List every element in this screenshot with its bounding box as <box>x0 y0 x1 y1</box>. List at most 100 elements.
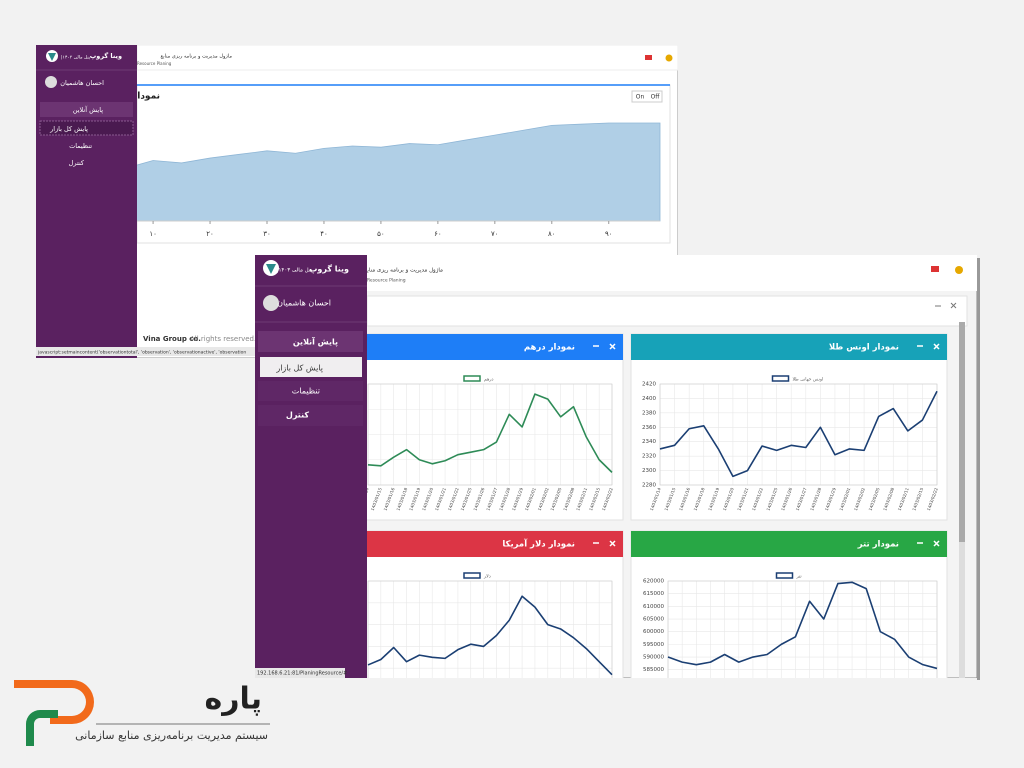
toggle-on[interactable]: On <box>636 94 645 101</box>
status-text: 192.168.6.21:81/PlaningResource/# <box>257 671 347 677</box>
bell-icon[interactable] <box>955 266 963 274</box>
y-tick-label: 615000 <box>643 591 664 597</box>
card-title: نمودار درهم <box>524 343 575 353</box>
message-icon[interactable] <box>931 266 939 272</box>
logo-tagline: سیستم مدیریت برنامه‌ریزی منابع سازمانی <box>75 729 268 742</box>
y-tick-label: 57000 <box>347 688 365 694</box>
x-tick-label: 1403/01/21 <box>434 692 447 717</box>
y-tick-label: 585000 <box>643 667 664 673</box>
header-sub: Resource Planing <box>367 278 406 284</box>
x-tick-label: ۲۰ <box>206 230 214 238</box>
x-tick-label: 1403/01/18 <box>699 692 712 717</box>
x-tick-label: 1403/02/11 <box>898 692 911 717</box>
x-tick-label: ۱۰ <box>149 230 157 238</box>
x-tick-label: 1403/01/19 <box>408 692 421 717</box>
menu-label[interactable]: کنترل <box>286 411 309 420</box>
toggle-off[interactable]: Off <box>651 94 661 101</box>
menu-item[interactable] <box>40 102 133 117</box>
scroll-thumb[interactable] <box>959 322 965 542</box>
x-tick-label: 1403/02/05 <box>550 692 563 717</box>
x-tick-label: 1403/01/29 <box>827 692 840 717</box>
card-title: نمودار <box>131 92 160 102</box>
x-tick-label: ۵۰ <box>377 230 385 238</box>
y-tick-label: 2420 <box>642 382 656 388</box>
menu-label[interactable]: پایش کل بازار <box>275 364 323 373</box>
x-tick-label: 1403/01/26 <box>473 692 486 717</box>
menu-label[interactable]: پایش کل بازار <box>49 125 88 133</box>
user-name: احسان هاشمیان <box>60 79 104 87</box>
x-tick-label: 1403/01/28 <box>813 692 826 717</box>
x-tick-label: 1403/01/25 <box>460 692 473 717</box>
card-title: نمودار اونس طلا <box>829 343 899 353</box>
top-bar <box>136 45 678 71</box>
menu-label[interactable]: پایش آنلاین <box>293 337 338 348</box>
sidebar <box>255 255 367 678</box>
y-tick-label: 610000 <box>643 604 664 610</box>
menu-label[interactable]: پایش آنلاین <box>73 105 103 114</box>
menu-label[interactable]: کنترل <box>69 159 85 167</box>
line <box>367 595 613 676</box>
sidebar <box>36 45 137 358</box>
line <box>667 581 938 670</box>
brand: وینا گروپ <box>90 52 122 60</box>
legend-label: تتر <box>796 575 803 580</box>
close-icon <box>609 343 616 350</box>
footer-brand: Vina Group co. <box>143 335 201 343</box>
x-tick-label: 1403/02/02 <box>537 692 550 717</box>
chart-card: نمودار تتر تتر 585000 590000 595000 600000 605… <box>630 530 948 717</box>
footer-rest: All rights reserved. <box>190 335 256 343</box>
x-tick-label: 1403/01/19 <box>714 692 727 717</box>
x-tick-label: 1403/02/22 <box>926 692 939 717</box>
x-tick-label: 1403/02/22 <box>601 692 614 717</box>
x-tick-label: 1403/02/08 <box>562 692 575 717</box>
x-tick-label: ۶۰ <box>434 230 442 238</box>
y-tick-label: 2320 <box>642 454 656 460</box>
legend-label: دلار <box>483 575 491 580</box>
y-tick-label: 600000 <box>643 629 664 635</box>
x-tick-label: ۹۰ <box>605 230 613 238</box>
status-bar <box>255 668 345 678</box>
x-tick-label: 1403/01/26 <box>784 692 797 717</box>
x-tick-label: 1403/01/27 <box>485 692 498 717</box>
legend-swatch <box>463 572 481 579</box>
x-tick-label: 1403/01/18 <box>395 692 408 717</box>
menu-item[interactable] <box>258 405 363 426</box>
menu-item[interactable] <box>39 120 134 136</box>
bell-icon[interactable] <box>665 54 673 62</box>
y-tick-label: 2280 <box>642 483 656 489</box>
legend-label: درهم <box>484 378 494 383</box>
x-tick-label: 1403/01/27 <box>799 692 812 717</box>
y-tick-label: 2360 <box>642 425 656 431</box>
chart-card: نمودار اونس طلا اونس جهانی طلا 2280 2300 232… <box>630 333 948 521</box>
legend-swatch <box>771 375 790 382</box>
card <box>344 333 624 521</box>
menu-item[interactable] <box>258 331 363 352</box>
x-tick-label: 1403/01/14 <box>657 692 670 717</box>
close-icon[interactable] <box>950 302 957 309</box>
plot-frame <box>659 383 938 486</box>
avatar <box>263 295 279 311</box>
brand-logo-mark <box>48 53 56 61</box>
menu-label[interactable]: تنظیمات <box>292 387 320 396</box>
x-tick-label: 1403/02/05 <box>869 692 882 717</box>
toggle[interactable] <box>631 90 663 103</box>
y-tick-label: 2300 <box>642 468 656 474</box>
x-tick-label: 1403/01/22 <box>447 692 460 717</box>
menu-item[interactable] <box>260 357 362 377</box>
x-tick-label: 1403/01/16 <box>383 692 396 717</box>
top-bar <box>367 255 977 291</box>
legend-swatch <box>463 375 481 382</box>
card-header <box>631 531 947 557</box>
menu-item[interactable] <box>258 381 363 401</box>
y-tick-label: 590000 <box>643 655 664 661</box>
panel-label: |پنل مالی ۱۴۰۳ <box>61 55 91 61</box>
y-tick-label: 620000 <box>643 579 664 585</box>
x-tick-label: 1403/01/20 <box>728 692 741 717</box>
message-icon[interactable] <box>645 55 652 60</box>
card-title: نمودار تتر <box>857 540 899 550</box>
x-tick-label: 1403/01/14 <box>357 692 370 717</box>
brand: وینا گروپ <box>309 264 349 274</box>
menu-label[interactable]: تنظیمات <box>69 142 92 150</box>
plot-frame <box>367 580 613 678</box>
header-sub: Resource Planing <box>137 61 172 66</box>
